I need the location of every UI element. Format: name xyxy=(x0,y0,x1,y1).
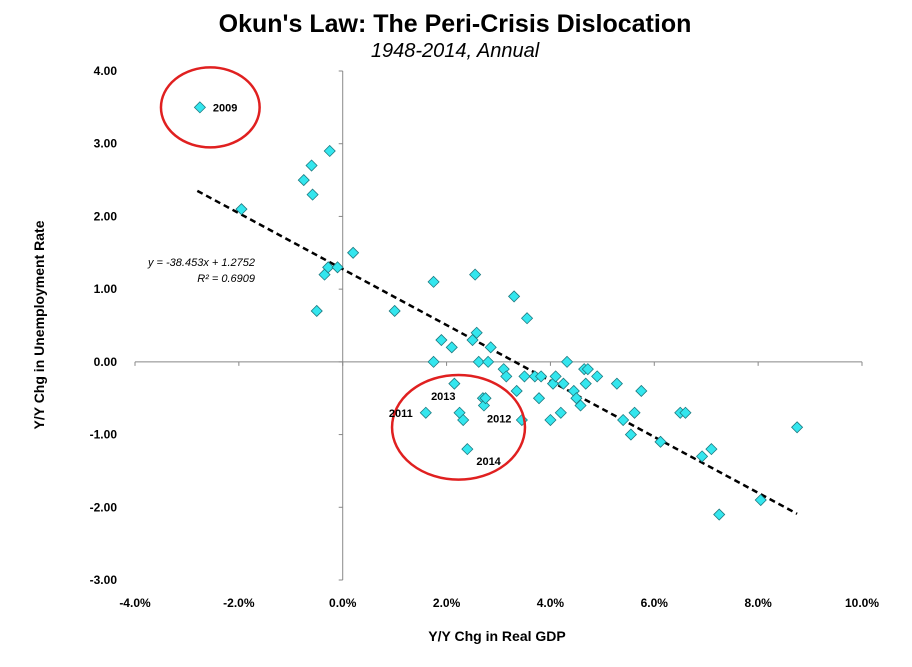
point-labels: 2009 2011 2013 2012 2014 xyxy=(213,102,512,468)
data-point xyxy=(624,428,637,441)
y-tick-label: 4.00 xyxy=(94,64,118,78)
data-point xyxy=(323,144,336,158)
data-point xyxy=(470,326,483,339)
point-label-2009: 2009 xyxy=(213,102,237,114)
data-point xyxy=(581,363,594,376)
data-point xyxy=(479,392,492,405)
data-point xyxy=(695,450,709,463)
highlight-group xyxy=(159,66,527,481)
data-point xyxy=(510,384,523,398)
axes: 4.00 3.00 2.00 1.00 0.00 -1.00 -2.00 -3.00-4.0%… xyxy=(90,64,880,610)
data-points xyxy=(193,101,804,521)
data-point xyxy=(535,370,548,383)
data-point xyxy=(532,392,546,405)
data-point xyxy=(579,377,592,390)
data-point xyxy=(305,159,318,172)
data-point xyxy=(557,377,570,390)
point-label-2012: 2012 xyxy=(487,413,511,425)
x-tick-label: 0.0% xyxy=(329,596,357,610)
data-point xyxy=(754,493,767,507)
data-point xyxy=(544,413,557,427)
y-tick-label: -3.00 xyxy=(90,573,118,587)
data-point xyxy=(635,384,648,398)
data-point xyxy=(791,421,804,434)
data-point xyxy=(427,355,440,368)
chart-subtitle: 1948-2014, Annual xyxy=(371,40,540,62)
data-point xyxy=(574,399,587,412)
data-point xyxy=(331,261,344,274)
point-label-2013: 2013 xyxy=(431,391,455,403)
highlight-recovery xyxy=(390,373,527,481)
data-point xyxy=(520,312,534,325)
point-label-2011: 2011 xyxy=(389,408,413,420)
data-point xyxy=(591,370,604,383)
data-point xyxy=(445,341,458,354)
chart-title: Okun's Law: The Peri-Crisis Dislocation xyxy=(219,10,692,38)
data-point xyxy=(705,443,718,456)
y-tick-label: -2.00 xyxy=(90,500,118,514)
data-point xyxy=(549,370,562,383)
data-point xyxy=(435,333,448,347)
data-point xyxy=(448,377,461,390)
x-axis-title: Y/Y Chg in Real GDP xyxy=(428,628,565,644)
data-point xyxy=(388,304,401,318)
x-tick-label: 2.0% xyxy=(433,596,461,610)
data-point xyxy=(427,275,440,288)
x-tick-label: 10.0% xyxy=(845,596,879,610)
data-point xyxy=(628,406,641,419)
data-point xyxy=(617,413,630,427)
y-tick-label: 2.00 xyxy=(94,209,118,223)
data-point xyxy=(500,370,513,383)
x-tick-label: 6.0% xyxy=(641,596,669,610)
data-point xyxy=(193,101,206,114)
data-point xyxy=(508,290,521,303)
data-point xyxy=(472,355,485,368)
data-point xyxy=(419,406,432,419)
x-tick-label: -4.0% xyxy=(119,596,151,610)
y-tick-label: 1.00 xyxy=(94,282,118,296)
data-point xyxy=(554,406,567,419)
y-axis-title: Y/Y Chg in Unemployment Rate xyxy=(31,220,47,429)
y-tick-label: -1.00 xyxy=(90,428,118,442)
x-tick-label: 8.0% xyxy=(744,596,772,610)
data-point xyxy=(322,261,335,274)
data-point xyxy=(297,174,310,187)
data-point xyxy=(347,246,360,259)
data-point xyxy=(713,508,726,521)
y-tick-label: 0.00 xyxy=(94,355,118,369)
data-point xyxy=(484,341,497,354)
data-point xyxy=(461,443,474,456)
data-point xyxy=(310,304,323,318)
x-tick-label: -2.0% xyxy=(223,596,255,610)
data-point xyxy=(610,377,623,390)
highlight-2009 xyxy=(159,66,261,149)
data-point xyxy=(482,355,495,368)
trendline-equation: y = -38.453x + 1.2752 xyxy=(147,257,255,269)
trendline xyxy=(196,189,798,515)
point-label-2014: 2014 xyxy=(476,456,501,468)
trendline-r2: R² = 0.6909 xyxy=(197,273,255,285)
trendline-group: y = -38.453x + 1.2752 R² = 0.6909 xyxy=(147,189,798,515)
data-point xyxy=(469,268,482,281)
x-tick-label: 4.0% xyxy=(537,596,565,610)
y-tick-label: 3.00 xyxy=(94,137,118,151)
data-point xyxy=(518,370,531,383)
data-point xyxy=(235,203,248,216)
data-point xyxy=(457,413,470,427)
data-point xyxy=(560,355,574,368)
data-point xyxy=(306,188,319,201)
data-point xyxy=(654,435,667,448)
data-point xyxy=(679,406,692,419)
